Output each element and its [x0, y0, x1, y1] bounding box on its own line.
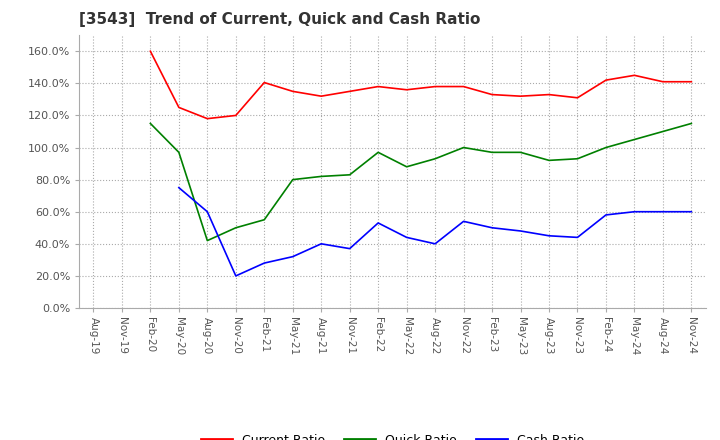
- Current Ratio: [459, 84, 468, 89]
- Current Ratio: [174, 105, 183, 110]
- Quick Ratio: [346, 172, 354, 177]
- Cash Ratio: [602, 212, 611, 217]
- Current Ratio: [232, 113, 240, 118]
- Current Ratio: [374, 84, 382, 89]
- Text: [3543]  Trend of Current, Quick and Cash Ratio: [3543] Trend of Current, Quick and Cash …: [79, 12, 480, 27]
- Line: Quick Ratio: Quick Ratio: [150, 124, 691, 241]
- Current Ratio: [687, 79, 696, 84]
- Line: Cash Ratio: Cash Ratio: [179, 187, 691, 276]
- Quick Ratio: [687, 121, 696, 126]
- Line: Current Ratio: Current Ratio: [150, 51, 691, 119]
- Current Ratio: [602, 77, 611, 83]
- Current Ratio: [516, 94, 525, 99]
- Current Ratio: [260, 80, 269, 85]
- Cash Ratio: [687, 209, 696, 214]
- Current Ratio: [431, 84, 439, 89]
- Quick Ratio: [459, 145, 468, 150]
- Cash Ratio: [516, 228, 525, 234]
- Current Ratio: [317, 94, 325, 99]
- Cash Ratio: [174, 185, 183, 190]
- Quick Ratio: [431, 156, 439, 161]
- Cash Ratio: [317, 241, 325, 246]
- Quick Ratio: [630, 137, 639, 142]
- Cash Ratio: [402, 235, 411, 240]
- Current Ratio: [289, 89, 297, 94]
- Quick Ratio: [516, 150, 525, 155]
- Current Ratio: [545, 92, 554, 97]
- Quick Ratio: [146, 121, 155, 126]
- Quick Ratio: [260, 217, 269, 222]
- Quick Ratio: [374, 150, 382, 155]
- Cash Ratio: [260, 260, 269, 266]
- Current Ratio: [146, 48, 155, 54]
- Current Ratio: [630, 73, 639, 78]
- Quick Ratio: [203, 238, 212, 243]
- Current Ratio: [203, 116, 212, 121]
- Cash Ratio: [431, 241, 439, 246]
- Quick Ratio: [289, 177, 297, 182]
- Cash Ratio: [374, 220, 382, 226]
- Quick Ratio: [487, 150, 496, 155]
- Quick Ratio: [402, 164, 411, 169]
- Legend: Current Ratio, Quick Ratio, Cash Ratio: Current Ratio, Quick Ratio, Cash Ratio: [196, 429, 589, 440]
- Cash Ratio: [346, 246, 354, 251]
- Cash Ratio: [203, 209, 212, 214]
- Cash Ratio: [573, 235, 582, 240]
- Cash Ratio: [487, 225, 496, 231]
- Cash Ratio: [459, 219, 468, 224]
- Quick Ratio: [659, 129, 667, 134]
- Current Ratio: [346, 89, 354, 94]
- Quick Ratio: [602, 145, 611, 150]
- Cash Ratio: [659, 209, 667, 214]
- Cash Ratio: [289, 254, 297, 259]
- Cash Ratio: [545, 233, 554, 238]
- Current Ratio: [659, 79, 667, 84]
- Current Ratio: [402, 87, 411, 92]
- Quick Ratio: [232, 225, 240, 231]
- Cash Ratio: [232, 273, 240, 279]
- Quick Ratio: [317, 174, 325, 179]
- Current Ratio: [573, 95, 582, 100]
- Current Ratio: [487, 92, 496, 97]
- Quick Ratio: [174, 150, 183, 155]
- Quick Ratio: [573, 156, 582, 161]
- Cash Ratio: [630, 209, 639, 214]
- Quick Ratio: [545, 158, 554, 163]
